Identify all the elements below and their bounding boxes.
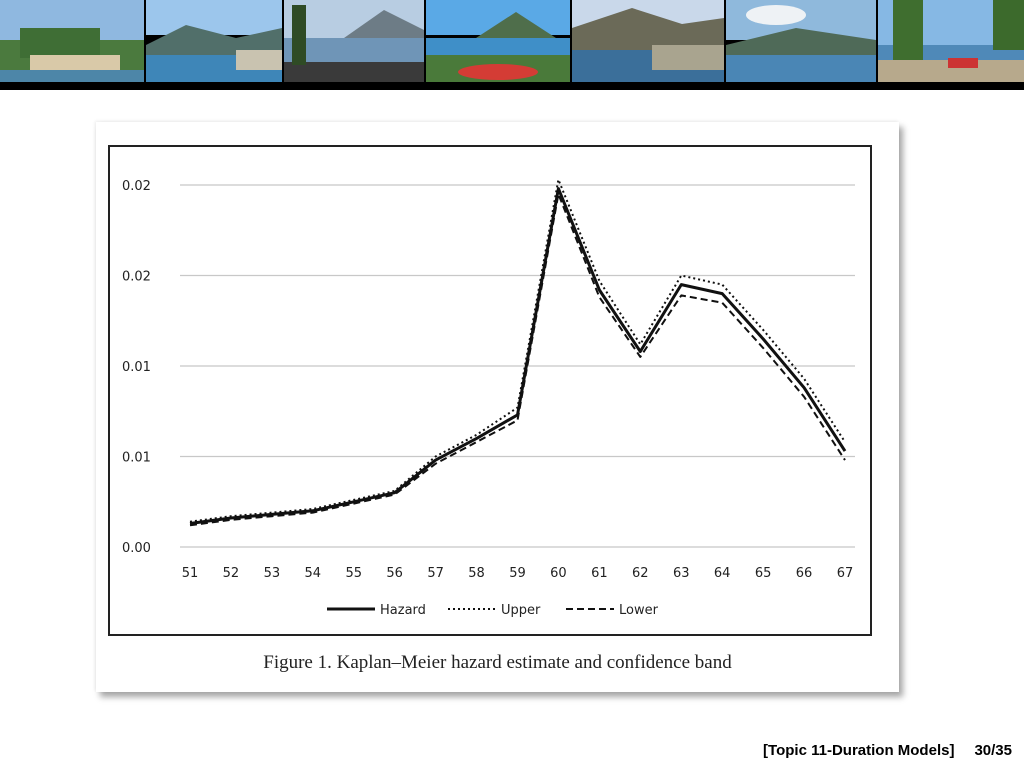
topic-label: [Topic 11-Duration Models] — [763, 742, 955, 759]
lakeside-garden-photo — [426, 0, 570, 82]
legend-label-upper: Upper — [501, 603, 541, 618]
x-axis-ticks: 51 52 53 54 55 56 57 58 59 60 61 62 63 64 65 66 67 — [182, 566, 854, 581]
lake-view-photo — [726, 0, 876, 82]
x-tick-label: 65 — [755, 566, 772, 581]
lakeside-walk-photo — [878, 0, 1024, 82]
x-tick-label: 60 — [550, 566, 567, 581]
lakeside-village-photo — [0, 0, 144, 82]
y-axis-ticks: 0.00 0.01 0.01 0.02 0.02 — [122, 179, 151, 556]
slide-footer: [Topic 11-Duration Models] 30/35 — [763, 742, 1012, 759]
legend-label-lower: Lower — [619, 603, 659, 618]
y-tick-label: 0.02 — [122, 270, 151, 285]
photo-banner — [0, 0, 1024, 90]
x-tick-label: 54 — [305, 566, 322, 581]
y-tick-label: 0.01 — [122, 451, 151, 466]
grid-lines — [180, 184, 855, 548]
figure-caption: Figure 1. Kaplan–Meier hazard estimate a… — [263, 652, 732, 673]
x-tick-label: 61 — [591, 566, 608, 581]
x-tick-label: 57 — [427, 566, 444, 581]
series-line-lower — [189, 193, 846, 527]
x-tick-label: 52 — [223, 566, 240, 581]
hazard-chart: 0.00 0.01 0.01 0.02 0.02 51 52 53 54 55 56 57 58 59 6… — [122, 178, 855, 618]
x-tick-label: 51 — [182, 566, 199, 581]
y-tick-label: 0.01 — [122, 360, 151, 375]
x-tick-label: 66 — [796, 566, 813, 581]
x-tick-label: 56 — [386, 566, 403, 581]
x-tick-label: 55 — [345, 566, 362, 581]
x-tick-label: 63 — [673, 566, 690, 581]
series-line-hazard — [189, 187, 847, 525]
x-tick-label: 59 — [509, 566, 526, 581]
x-tick-label: 64 — [714, 566, 731, 581]
x-tick-label: 67 — [837, 566, 854, 581]
series-line-upper — [189, 178, 846, 523]
series-lines — [189, 178, 847, 527]
x-tick-label: 58 — [468, 566, 485, 581]
x-tick-label: 53 — [264, 566, 281, 581]
x-tick-label: 62 — [632, 566, 649, 581]
lake-mountains-photo — [146, 0, 282, 82]
y-tick-label: 0.02 — [122, 179, 151, 194]
chart-frame: 0.00 0.01 0.01 0.02 0.02 51 52 53 54 55 56 57 58 59 6… — [108, 145, 872, 636]
legend-label-hazard: Hazard — [380, 603, 426, 618]
figure-card: 0.00 0.01 0.01 0.02 0.02 51 52 53 54 55 56 57 58 59 6… — [96, 122, 899, 692]
chart-legend: Hazard Upper Lower — [327, 603, 659, 618]
y-tick-label: 0.00 — [122, 541, 151, 556]
promenade-photo — [284, 0, 424, 82]
page-number: 30/35 — [974, 742, 1012, 759]
mountain-lake-photo — [572, 0, 724, 82]
